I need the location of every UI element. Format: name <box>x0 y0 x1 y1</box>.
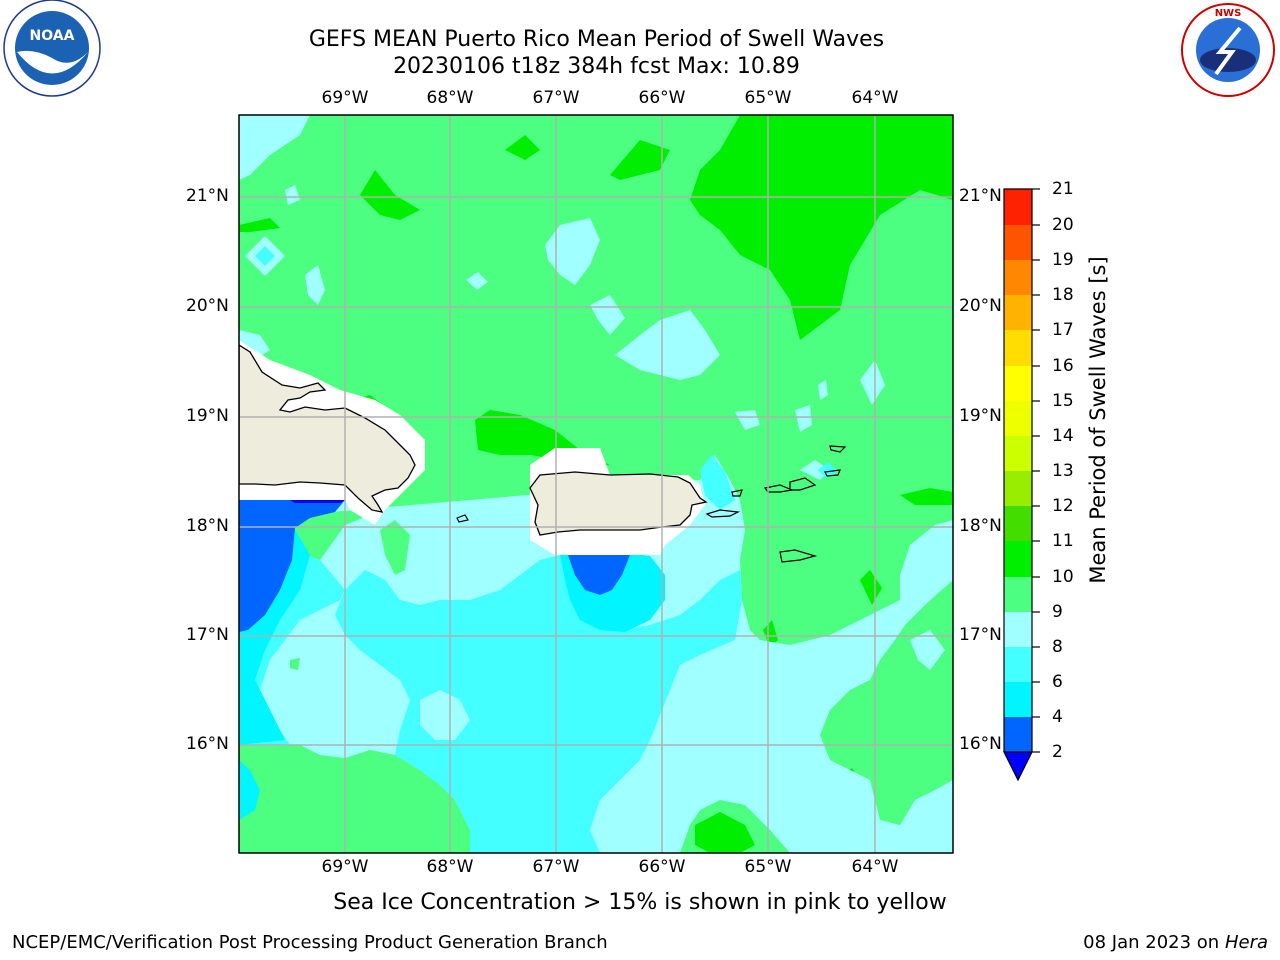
lon-label-bottom: 66°W <box>638 857 686 877</box>
map-title: GEFS MEAN Puerto Rico Mean Period of Swe… <box>308 27 885 52</box>
field-under-2 <box>290 500 345 503</box>
colorbar-tick: 14 <box>1052 426 1074 446</box>
colorbar-tick: 10 <box>1052 567 1074 587</box>
noaa-logo: NOAA <box>3 0 101 97</box>
lat-label-left: 19°N <box>186 406 229 426</box>
lon-label-top: 67°W <box>532 88 580 108</box>
colorbar-under-arrow <box>1003 751 1033 782</box>
colorbar-tick: 17 <box>1052 320 1074 340</box>
lat-label-left: 21°N <box>186 186 229 206</box>
small-islands <box>456 445 847 563</box>
colorbar-seg-9-10 <box>1004 577 1032 612</box>
lon-label-bottom: 65°W <box>744 857 792 877</box>
colorbar-tick: 21 <box>1052 179 1074 199</box>
lon-label-top: 69°W <box>321 88 369 108</box>
footer-date-text: 08 Jan 2023 on <box>1083 932 1220 953</box>
footer-host: Hera <box>1224 932 1268 953</box>
lat-label-right: 18°N <box>959 516 1002 536</box>
colorbar-seg-15-16 <box>1004 366 1032 401</box>
colorbar-seg-18-19 <box>1004 260 1032 295</box>
lon-label-bottom: 69°W <box>321 857 369 877</box>
lat-label-left: 17°N <box>186 625 229 645</box>
colorbar-seg-4-6 <box>1004 682 1032 717</box>
map-subtitle: 20230106 t18z 384h fcst Max: 10.89 <box>393 54 800 79</box>
footer-credit: NCEP/EMC/Verification Post Processing Pr… <box>12 932 608 953</box>
nws-logo: NWS <box>1181 3 1275 97</box>
colorbar-seg-19-20 <box>1004 225 1032 260</box>
colorbar-seg-11-12 <box>1004 506 1032 541</box>
lat-label-right: 16°N <box>959 734 1002 754</box>
colorbar-seg-20-21 <box>1004 189 1032 225</box>
lat-label-left: 16°N <box>186 734 229 754</box>
colorbar-tick: 8 <box>1052 637 1063 657</box>
colorbar-seg-2-4 <box>1004 717 1032 752</box>
colorbar-seg-12-13 <box>1004 471 1032 506</box>
field-2-4 <box>239 500 630 632</box>
lat-label-right: 21°N <box>959 186 1002 206</box>
lon-label-top: 64°W <box>851 88 899 108</box>
lat-label-left: 18°N <box>186 516 229 536</box>
colorbar-tick: 16 <box>1052 356 1074 376</box>
sea-ice-note: Sea Ice Concentration > 15% is shown in … <box>333 890 947 915</box>
lat-label-right: 19°N <box>959 406 1002 426</box>
colorbar-tick: 11 <box>1052 531 1074 551</box>
lon-label-bottom: 64°W <box>851 857 899 877</box>
colorbar-tick: 12 <box>1052 496 1074 516</box>
field-diamond-inner <box>255 246 275 266</box>
colorbar-seg-14-15 <box>1004 401 1032 436</box>
map-frame <box>238 114 954 854</box>
svg-text:NOAA: NOAA <box>30 28 75 44</box>
lon-label-bottom: 67°W <box>532 857 580 877</box>
footer-date: 08 Jan 2023 on Hera <box>1083 932 1268 953</box>
lat-label-right: 17°N <box>959 625 1002 645</box>
colorbar-seg-8-9 <box>1004 612 1032 647</box>
colorbar-tick: 15 <box>1052 391 1074 411</box>
colorbar-seg-6-8 <box>1004 647 1032 682</box>
hispaniola-island <box>239 344 416 513</box>
svg-text:NWS: NWS <box>1215 8 1242 19</box>
colorbar-seg-16-17 <box>1004 330 1032 366</box>
colorbar-seg-17-18 <box>1004 295 1032 330</box>
colorbar-tick: 13 <box>1052 461 1074 481</box>
colorbar-tick: 20 <box>1052 215 1074 235</box>
lon-label-top: 68°W <box>426 88 474 108</box>
lon-label-top: 66°W <box>638 88 686 108</box>
colorbar-tick: 9 <box>1052 602 1063 622</box>
colorbar-tick: 19 <box>1052 250 1074 270</box>
colorbar-seg-13-14 <box>1004 436 1032 471</box>
lon-label-bottom: 68°W <box>426 857 474 877</box>
lat-label-left: 20°N <box>186 296 229 316</box>
colorbar-tick: 6 <box>1052 672 1063 692</box>
lon-label-top: 65°W <box>744 88 792 108</box>
colorbar-seg-10-11 <box>1004 541 1032 577</box>
colorbar-tick: 18 <box>1052 285 1074 305</box>
colorbar-label: Mean Period of Swell Waves [s] <box>1086 256 1110 584</box>
map-gridlines <box>239 115 953 853</box>
lat-label-right: 20°N <box>959 296 1002 316</box>
colorbar-tick: 2 <box>1052 742 1063 762</box>
colorbar <box>1003 188 1040 782</box>
colorbar-tick: 4 <box>1052 707 1063 727</box>
